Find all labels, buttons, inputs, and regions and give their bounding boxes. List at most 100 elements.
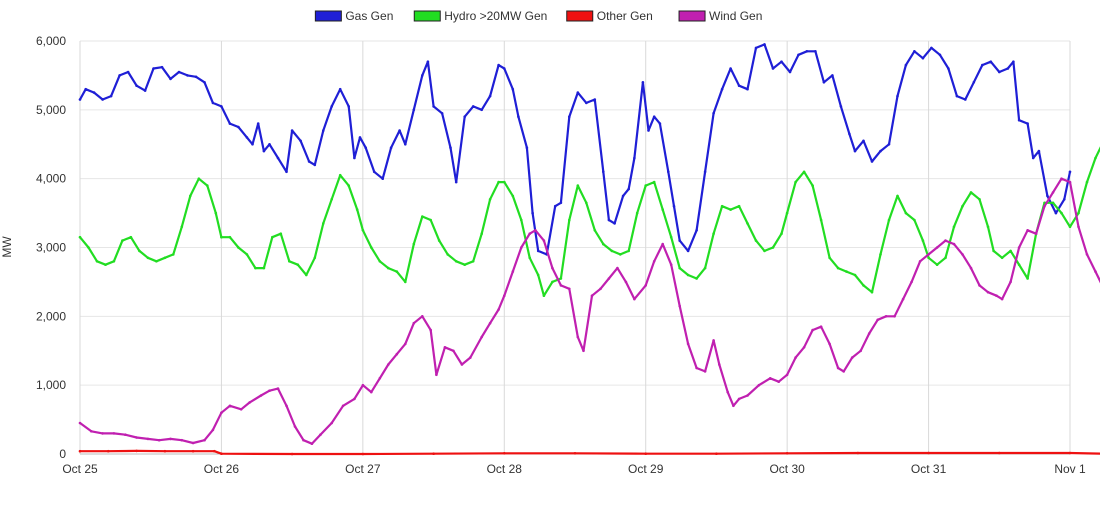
data-point [797,53,800,57]
data-point [138,249,141,253]
data-point [944,256,947,260]
data-point [729,67,732,70]
data-point [935,246,939,249]
data-point [754,239,758,242]
data-point [610,249,614,253]
data-point [952,242,956,246]
data-point [361,229,365,232]
data-point [964,98,967,101]
data-point [978,198,981,201]
data-point [276,387,280,390]
legend-item-gas-gen[interactable]: Gas Gen [314,9,393,23]
data-point [387,266,390,270]
data-point [1000,297,1004,301]
data-point [95,260,99,263]
data-point [641,81,645,84]
data-point [146,437,150,441]
data-point [585,201,588,205]
data-point [488,198,492,201]
data-point [347,105,351,108]
data-point [893,315,896,318]
data-point [576,335,580,339]
data-point [1085,253,1089,256]
data-point [712,339,715,342]
data-point [78,235,82,239]
data-point [1060,211,1063,215]
x-axis-ticks: Oct 25 Oct 26 Oct 27 Oct 28 Oct 29 Oct 30 Oct … [62,462,1086,476]
data-point [299,139,302,143]
data-point [480,335,484,339]
data-point [78,421,82,425]
data-point [901,297,905,301]
data-point [568,218,571,222]
data-point [155,260,158,263]
data-point [839,105,843,108]
data-point [927,253,930,256]
data-point [913,50,916,53]
series-points-hydro-20mw-gen [78,156,1097,298]
data-point [720,87,724,91]
data-point [361,452,365,456]
data-point [101,432,104,435]
data-point [307,160,311,163]
data-point [118,74,121,77]
data-point [876,318,879,322]
series-lines [78,43,1100,456]
data-point [553,204,557,208]
data-point [661,242,664,246]
data-point [239,408,243,411]
data-point [290,452,294,456]
legend-swatch [678,10,706,22]
data-point [624,280,628,284]
data-point [206,184,209,187]
data-point [421,74,424,77]
data-point [112,432,116,435]
x-tick-label: Oct 27 [345,462,381,476]
data-point [276,156,280,160]
data-point [429,218,433,222]
legend-item-other-gen[interactable]: Other Gen [566,9,653,23]
data-point [836,366,840,370]
legend-label: Other Gen [597,9,653,23]
data-point [520,218,523,222]
data-point [146,256,150,260]
data-point [661,208,664,211]
data-point [129,235,133,239]
data-point [896,94,899,98]
data-point [870,160,874,163]
data-point [1009,280,1012,284]
data-point [746,222,749,225]
legend-item-wind-gen[interactable]: Wind Gen [678,9,762,23]
x-tick-label: Oct 31 [911,462,947,476]
data-point [703,370,707,373]
data-point [1037,149,1041,153]
data-point [590,294,594,298]
data-point [633,297,636,301]
data-point [599,287,602,291]
data-point [169,77,172,81]
data-point [805,50,809,53]
data-point [695,366,698,370]
data-point [279,232,283,235]
data-point [220,452,223,456]
data-point [658,122,662,125]
data-point [446,253,450,256]
data-point [672,204,676,208]
data-point [488,94,492,98]
data-point [389,146,393,149]
data-point [404,143,407,146]
data-point [896,194,899,198]
data-point [551,266,554,270]
data-point [480,108,484,112]
data-point [989,60,993,63]
data-point [378,377,382,380]
legend-item-hydro-20mw-gen[interactable]: Hydro >20MW Gen [413,9,547,23]
y-tick-label: 5,000 [36,103,66,117]
data-point [644,184,647,187]
x-tick-label: Nov 1 [1054,462,1086,476]
data-point [1068,451,1072,455]
data-point [211,101,215,105]
data-point [536,273,540,277]
data-point [998,70,1001,74]
data-point [214,211,218,215]
